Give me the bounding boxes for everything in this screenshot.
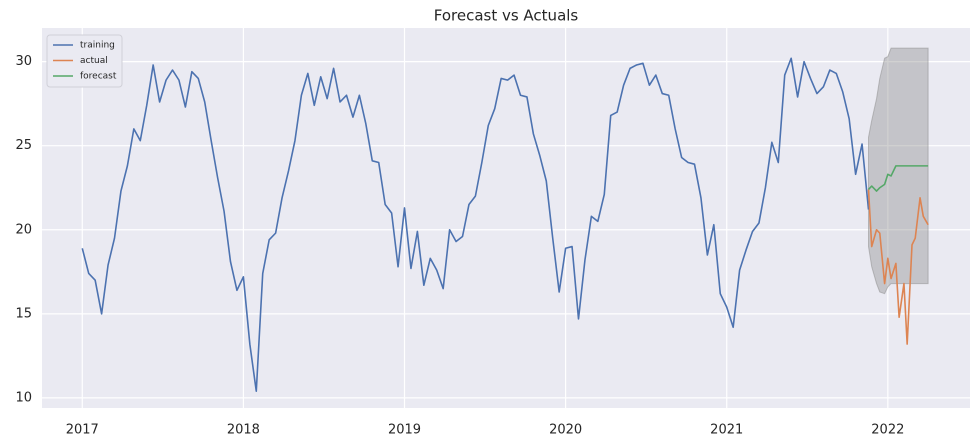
- chart-title: Forecast vs Actuals: [434, 7, 579, 25]
- plot-area: [42, 28, 970, 408]
- y-tick-label: 30: [15, 54, 32, 69]
- x-tick-label: 2020: [549, 423, 582, 438]
- y-tick-label: 20: [15, 222, 32, 237]
- legend: training actual forecast: [46, 34, 123, 88]
- legend-box: [46, 34, 123, 88]
- x-tick-label: 2019: [388, 423, 421, 438]
- x-tick-label: 2022: [871, 423, 904, 438]
- x-tick-label: 2021: [710, 423, 743, 438]
- legend-label: forecast: [80, 72, 117, 82]
- confidence-band: [868, 47, 929, 295]
- line: [867, 189, 929, 345]
- y-tick-label: 10: [15, 390, 32, 405]
- legend-label: actual: [80, 56, 108, 66]
- x-tick-label: 2018: [227, 423, 260, 438]
- y-tick-label: 25: [15, 138, 32, 153]
- legend-label: training: [80, 41, 115, 51]
- y-tick-label: 15: [15, 306, 32, 321]
- x-tick-label: 2017: [66, 423, 99, 438]
- line: [867, 165, 929, 192]
- line: [81, 57, 870, 392]
